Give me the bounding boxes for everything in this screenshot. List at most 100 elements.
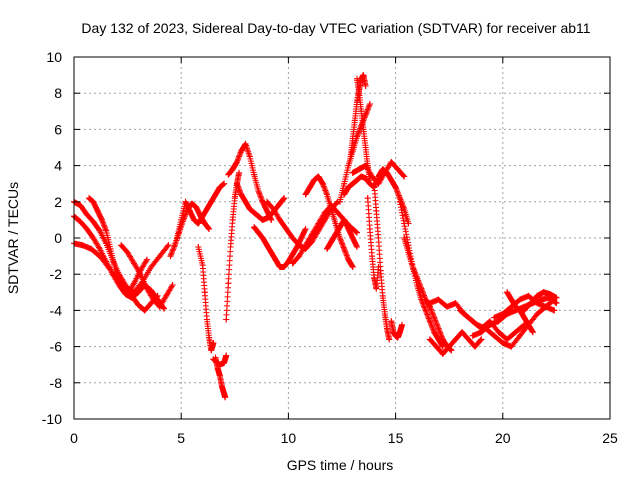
data-point [118, 242, 125, 249]
data-point [332, 231, 339, 238]
data-point [315, 220, 322, 227]
data-point [431, 329, 438, 336]
data-point [499, 339, 506, 346]
data-point [512, 329, 519, 336]
data-point [83, 211, 90, 218]
data-point [79, 242, 86, 249]
data-point [221, 390, 228, 397]
data-point [302, 191, 309, 198]
data-point [435, 325, 442, 332]
data-point [276, 216, 283, 223]
data-point [534, 292, 541, 299]
data-point [452, 300, 459, 307]
data-point [90, 218, 97, 225]
series-track-23 [349, 158, 408, 187]
data-point [341, 245, 348, 252]
data-point [285, 258, 292, 265]
data-point [388, 177, 395, 184]
data-point [216, 361, 223, 368]
data-point [336, 235, 343, 241]
y-tick-label: -4 [50, 302, 63, 318]
y-tick-label: 0 [54, 230, 62, 246]
data-point [341, 191, 348, 198]
data-point [349, 235, 356, 241]
data-point [199, 213, 206, 220]
data-point [426, 318, 433, 325]
data-point [156, 303, 163, 310]
data-point [369, 253, 376, 260]
data-point [328, 206, 335, 213]
data-point [227, 244, 234, 251]
data-point [399, 321, 406, 328]
data-point [354, 75, 361, 82]
data-point [222, 394, 229, 401]
data-point [210, 339, 217, 346]
data-point [390, 329, 397, 336]
data-point [118, 282, 125, 289]
series-track-1 [71, 198, 161, 314]
data-point [141, 307, 148, 314]
data-point [534, 311, 541, 318]
data-point [373, 285, 380, 292]
data-point [508, 296, 515, 303]
series-track-8 [195, 244, 217, 354]
data-point [375, 235, 382, 241]
data-point [553, 300, 560, 307]
data-point [495, 318, 502, 325]
data-point [465, 314, 472, 321]
data-point [542, 303, 549, 310]
series-track-14 [251, 224, 309, 270]
data-point [263, 198, 270, 205]
data-point [341, 216, 348, 223]
y-tick-label: 10 [46, 49, 62, 65]
data-point [251, 224, 258, 231]
data-point [208, 198, 215, 205]
data-point [236, 169, 243, 176]
data-point [540, 289, 547, 296]
data-point [529, 329, 536, 336]
data-point [94, 207, 101, 214]
data-point [358, 173, 365, 180]
data-point [516, 296, 523, 303]
data-point [90, 235, 97, 241]
data-point [178, 216, 185, 223]
x-tick-label: 10 [281, 430, 297, 446]
data-point [392, 184, 399, 191]
data-point [105, 263, 112, 270]
data-point [88, 245, 95, 252]
data-point [401, 206, 408, 213]
data-point [371, 274, 378, 281]
data-point [242, 140, 249, 147]
data-point [471, 343, 478, 350]
series-track-12 [225, 140, 275, 223]
data-point [527, 300, 534, 307]
data-point [311, 177, 318, 184]
data-point [212, 191, 219, 198]
series-track-17 [302, 173, 356, 270]
data-point [171, 242, 178, 249]
data-point [345, 162, 352, 169]
data-point [321, 209, 328, 216]
data-point [302, 225, 309, 232]
data-point [362, 162, 369, 169]
data-point [426, 336, 433, 343]
data-point [456, 307, 463, 314]
series-track-35 [521, 289, 560, 314]
data-point [422, 296, 429, 303]
data-point [435, 296, 442, 303]
data-point [302, 242, 309, 249]
data-point [203, 316, 210, 323]
data-point [229, 216, 236, 223]
data-point [263, 215, 270, 222]
data-point [356, 166, 363, 173]
data-point [323, 245, 330, 252]
data-point [169, 282, 176, 289]
data-point [221, 180, 228, 187]
data-point [86, 195, 93, 202]
data-point [336, 198, 343, 205]
data-point [394, 334, 401, 341]
data-point [341, 180, 348, 187]
data-point [362, 175, 369, 182]
data-point [319, 180, 326, 187]
data-point [354, 177, 361, 184]
